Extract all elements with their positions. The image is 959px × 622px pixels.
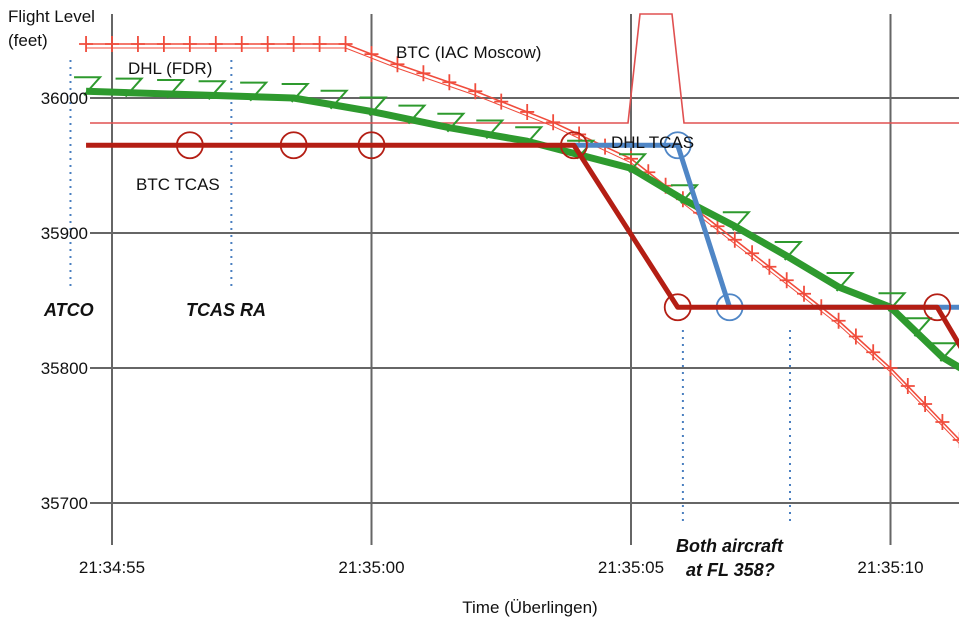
- y-axis-label-line: (feet): [8, 31, 48, 50]
- seven-marker: [74, 76, 103, 96]
- y-tick-label: 36000: [41, 89, 88, 108]
- plus-marker: [779, 272, 794, 289]
- series-line: [86, 43, 959, 441]
- seven-marker: [115, 77, 144, 98]
- plus-marker: [900, 378, 915, 394]
- x-tick-label: 21:35:10: [857, 558, 923, 577]
- plus-marker: [182, 36, 197, 52]
- plus-marker: [286, 36, 301, 52]
- series-line-2: [86, 47, 959, 444]
- plus-marker: [866, 344, 881, 361]
- seven-marker: [320, 89, 349, 110]
- seven-marker: [437, 112, 466, 133]
- seven-marker: [359, 96, 388, 117]
- plus-marker: [918, 396, 933, 412]
- x-axis-label: Time (Überlingen): [462, 598, 597, 617]
- plus-marker: [745, 245, 760, 262]
- plus-marker: [105, 36, 119, 52]
- plus-marker: [797, 285, 811, 302]
- plus-marker: [260, 36, 275, 52]
- plus-marker: [208, 36, 223, 52]
- y-axis-label-line: Flight Level: [8, 7, 95, 26]
- plus-marker: [130, 36, 145, 52]
- circle-marker: [279, 131, 308, 160]
- series-line: [85, 87, 959, 372]
- x-tick-label: 21:35:00: [338, 558, 404, 577]
- annotation-label-line: TCAS RA: [186, 300, 266, 320]
- plus-marker: [156, 36, 171, 52]
- series-btc-iac-moscow: [79, 36, 959, 448]
- series-line: [86, 142, 959, 350]
- circle-marker: [923, 293, 952, 322]
- seven-marker: [567, 139, 596, 160]
- plus-marker: [520, 103, 535, 120]
- seven-marker: [722, 211, 752, 231]
- series-dhl-fdr: [74, 76, 959, 372]
- plus-marker: [416, 65, 431, 82]
- plus-marker: [935, 414, 950, 430]
- circle-marker: [663, 131, 692, 160]
- reference-line: [90, 13, 959, 124]
- x-tick-label: 21:34:55: [79, 558, 145, 577]
- annotation-labels: ATCO TCAS RA Both aircraft at FL 358?: [43, 300, 784, 580]
- y-axis-label: Flight Level (feet): [8, 7, 95, 50]
- series-label: BTC TCAS: [136, 175, 220, 194]
- annotation-label-line: at FL 358?: [686, 560, 775, 580]
- x-tick-label: 21:35:05: [598, 558, 664, 577]
- plus-marker: [727, 231, 742, 248]
- plus-marker: [79, 36, 94, 52]
- annotation-label-line: Both aircraft: [676, 536, 784, 556]
- y-tick-label: 35700: [41, 494, 88, 513]
- plus-marker: [338, 36, 353, 52]
- plus-marker: [952, 432, 959, 448]
- plus-marker: [831, 312, 846, 329]
- annotation-lines: [69, 60, 791, 525]
- seven-marker: [281, 83, 310, 103]
- seven-marker: [670, 184, 700, 204]
- seven-marker: [476, 119, 505, 140]
- plus-marker: [762, 258, 777, 275]
- plus-marker: [234, 36, 249, 52]
- seven-marker: [619, 153, 648, 173]
- plus-marker: [546, 114, 561, 131]
- series-labels: BTC (IAC Moscow) DHL (FDR) BTC TCAS DHL TCA…: [128, 43, 694, 194]
- annotation-label: TCAS RA: [186, 300, 266, 320]
- circle-marker: [560, 131, 588, 160]
- ref-line-path: [90, 13, 959, 124]
- seven-marker: [774, 240, 803, 261]
- plus-marker: [364, 46, 379, 63]
- y-tick-label: 35800: [41, 359, 88, 378]
- plus-marker: [390, 56, 405, 73]
- plus-marker: [442, 74, 457, 91]
- circle-marker: [175, 131, 204, 160]
- circle-marker: [357, 131, 386, 160]
- series-btc-tcas: [86, 131, 959, 350]
- plus-marker: [848, 328, 863, 345]
- seven-marker: [826, 272, 855, 292]
- seven-marker: [240, 81, 269, 102]
- series-layer: [74, 36, 959, 448]
- y-tick-label: 35900: [41, 224, 88, 243]
- seven-marker: [515, 126, 544, 146]
- tick-labels: 21:34:55 21:35:00 21:35:05 21:35:10 36000 359…: [41, 89, 924, 577]
- annotation-label-line: ATCO: [43, 300, 94, 320]
- seven-marker: [198, 80, 227, 100]
- seven-marker: [398, 104, 427, 125]
- series-label: DHL TCAS: [611, 133, 694, 152]
- plus-marker: [494, 93, 509, 110]
- seven-marker: [157, 78, 186, 99]
- plus-marker: [312, 36, 327, 52]
- series-label: DHL (FDR): [128, 59, 212, 78]
- plus-marker: [883, 360, 898, 376]
- annotation-label: Both aircraft at FL 358?: [676, 536, 784, 580]
- series-label: BTC (IAC Moscow): [396, 43, 541, 62]
- annotation-label: ATCO: [43, 300, 94, 320]
- plus-marker: [468, 83, 483, 100]
- circle-marker: [663, 293, 692, 322]
